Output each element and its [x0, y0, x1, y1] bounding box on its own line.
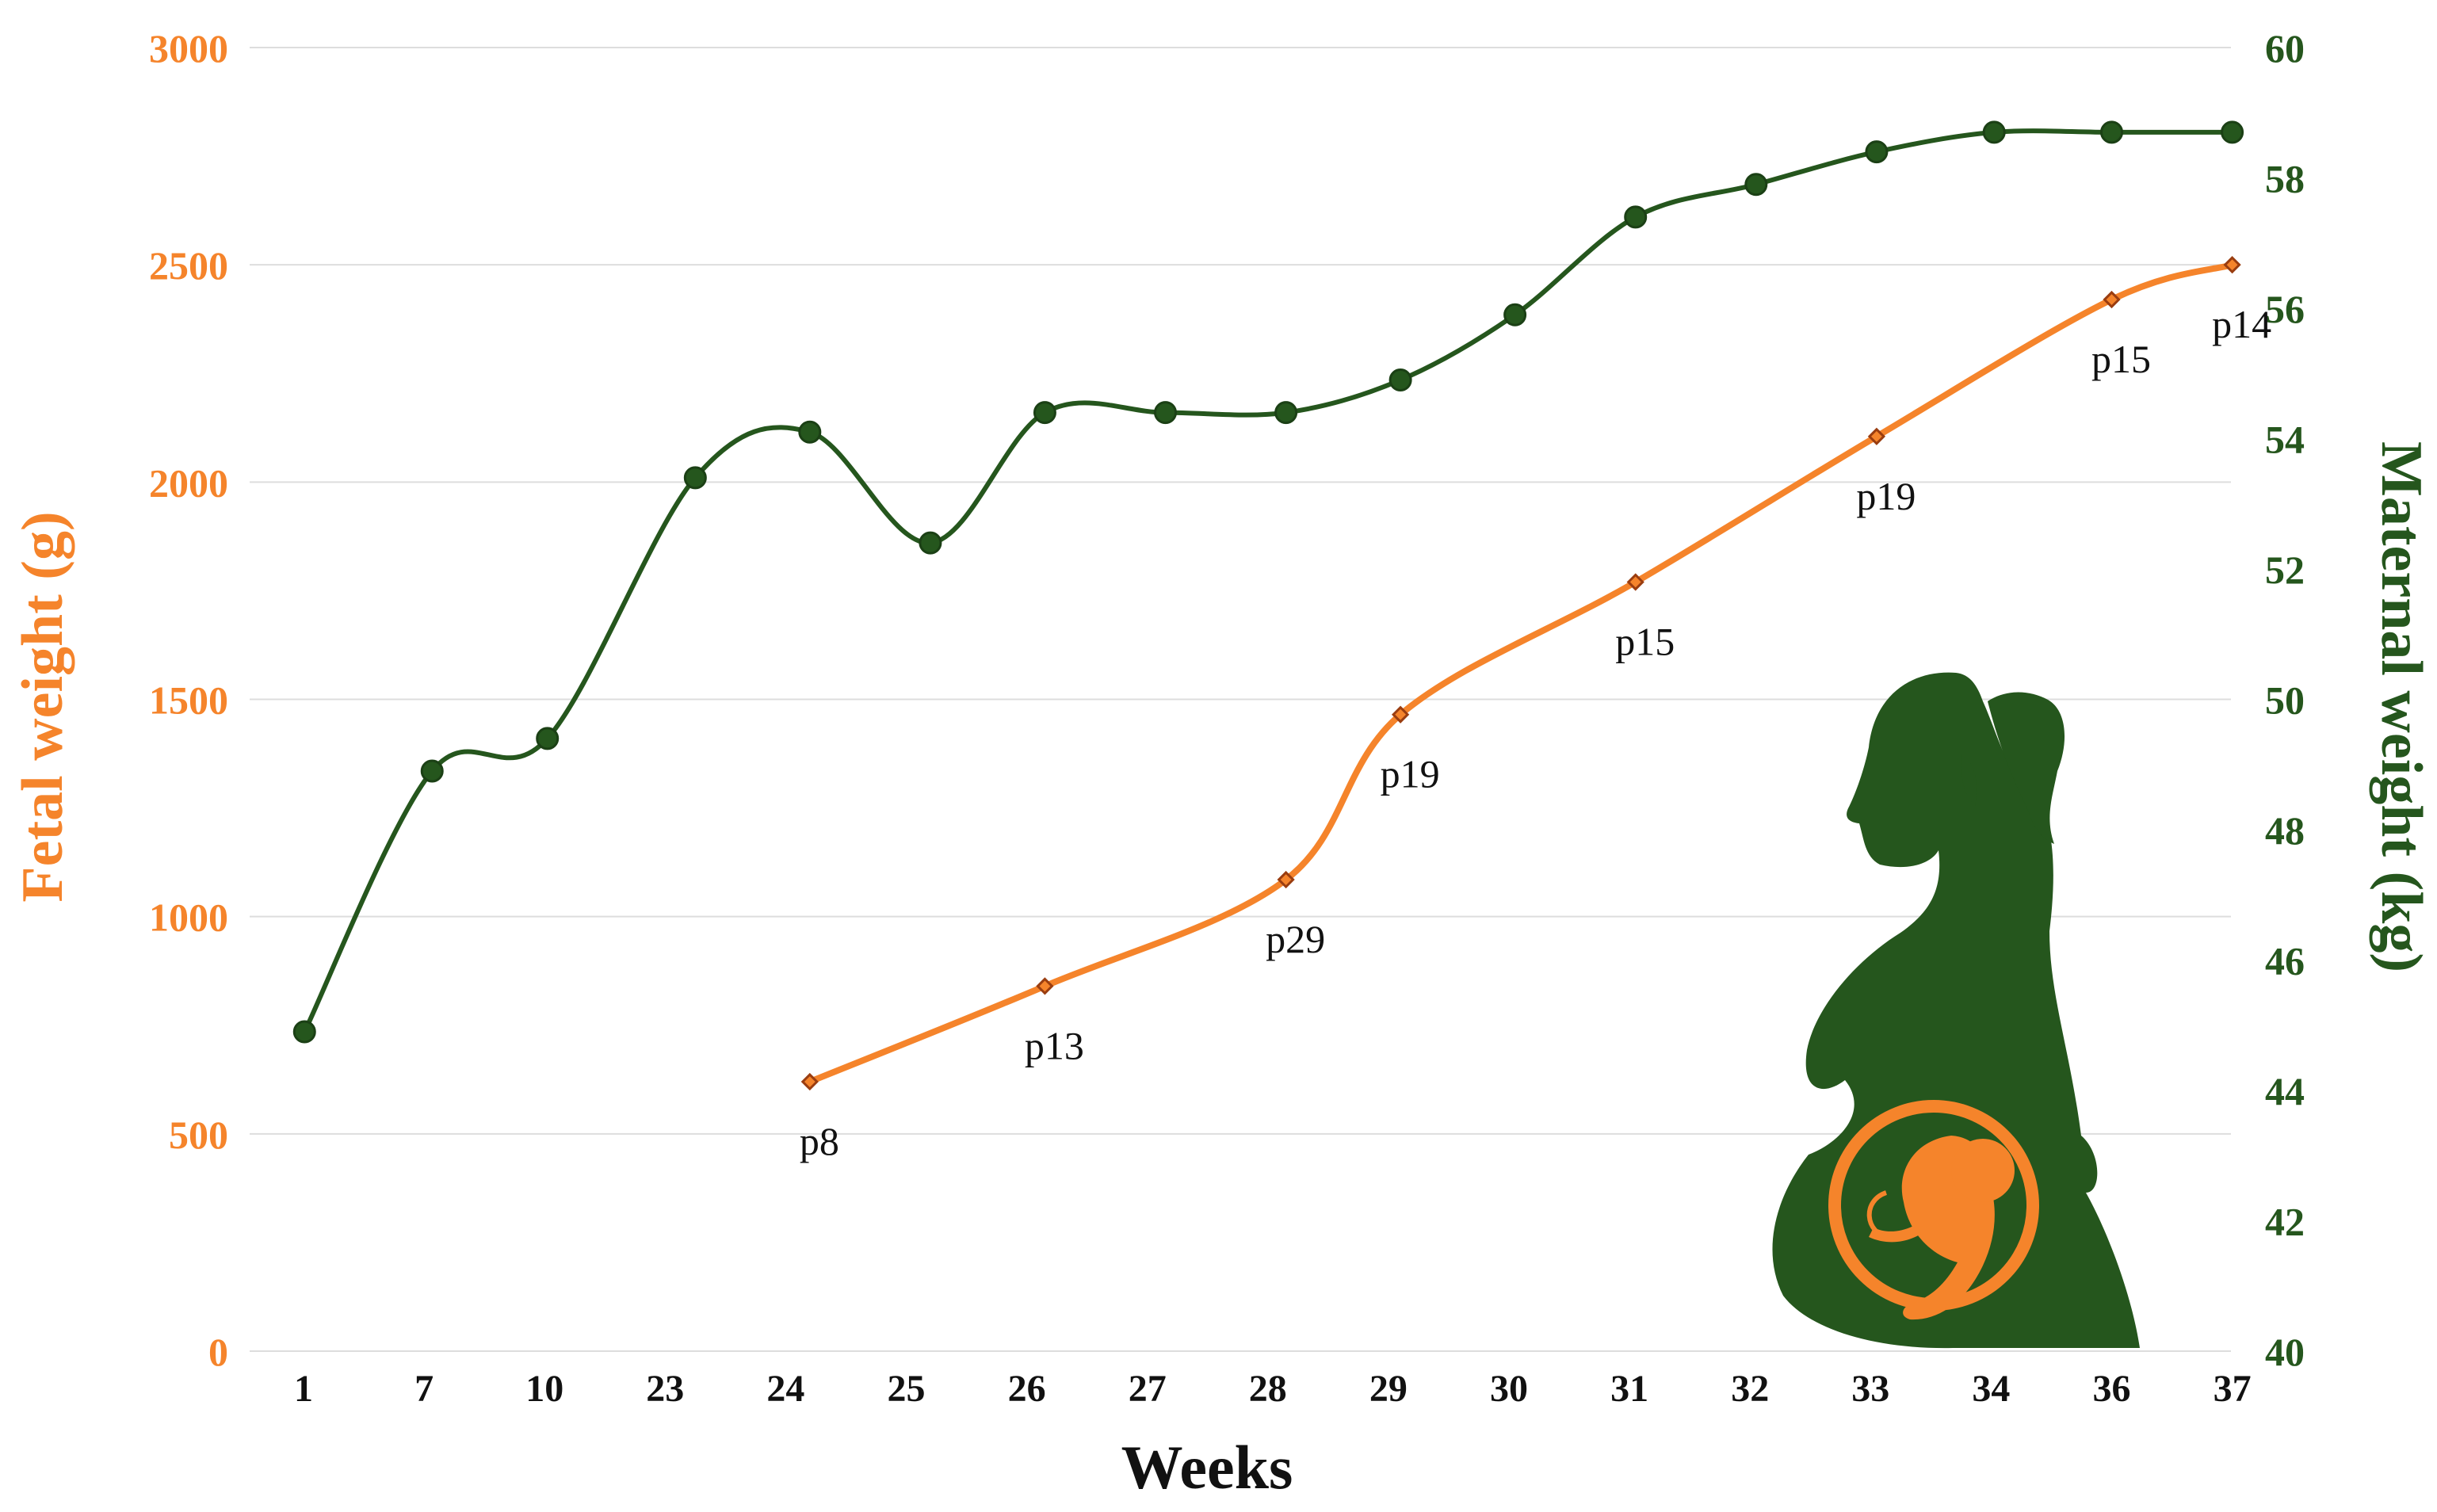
right-tick-label: 54	[2265, 418, 2305, 462]
left-tick-label: 3000	[149, 26, 228, 71]
x-axis-ticks: 1 7 10 23 24 25 26 27 28 29 30 31 32 33 34 36 37	[294, 1368, 2252, 1410]
left-tick-label: 2500	[149, 243, 228, 288]
right-axis-title: Maternal weight (kg)	[2369, 441, 2434, 972]
x-tick-label: 27	[1129, 1368, 1167, 1410]
fetal-weight-point	[2103, 290, 2121, 309]
maternal-weight-point	[1624, 205, 1648, 229]
x-tick-label: 36	[2093, 1368, 2131, 1410]
x-tick-label: 37	[2214, 1368, 2252, 1410]
percentile-label: p8	[800, 1119, 839, 1163]
x-tick-label: 31	[1610, 1368, 1648, 1410]
right-tick-label: 44	[2265, 1069, 2305, 1113]
x-tick-label: 29	[1369, 1368, 1408, 1410]
x-tick-label: 25	[888, 1368, 926, 1410]
fetal-weight-point	[1277, 870, 1295, 889]
x-tick-label: 28	[1249, 1368, 1287, 1410]
maternal-weight-point	[2100, 120, 2123, 144]
x-tick-label: 32	[1731, 1368, 1769, 1410]
maternal-weight-point	[798, 420, 822, 444]
fetus-icon	[1828, 1100, 2039, 1320]
right-tick-label: 56	[2265, 287, 2305, 331]
fetal-weight-series	[800, 256, 2241, 1091]
right-tick-label: 50	[2265, 678, 2305, 723]
right-tick-label: 46	[2265, 939, 2305, 983]
maternal-weight-point	[919, 531, 942, 555]
percentile-label: p19	[1381, 752, 1440, 796]
right-tick-label: 40	[2265, 1330, 2305, 1374]
x-tick-label: 24	[766, 1368, 804, 1410]
maternal-weight-point	[1744, 173, 1768, 197]
left-tick-label: 0	[208, 1330, 228, 1374]
right-tick-label: 52	[2265, 548, 2305, 592]
x-tick-label: 1	[294, 1368, 313, 1410]
maternal-weight-point	[1388, 368, 1412, 391]
x-tick-label: 34	[1972, 1368, 2010, 1410]
x-tick-label: 33	[1851, 1368, 1889, 1410]
left-tick-label: 1000	[149, 895, 228, 940]
percentile-label: p15	[2091, 337, 2151, 381]
x-axis-title: Weeks	[1121, 1433, 1293, 1502]
right-tick-label: 48	[2265, 808, 2305, 853]
maternal-weight-point	[1154, 401, 1178, 425]
left-axis-title: Fetal weight (g)	[10, 511, 75, 902]
maternal-weight-point	[683, 466, 707, 490]
pregnant-woman-silhouette-icon	[1772, 672, 2140, 1349]
maternal-weight-point	[1503, 303, 1527, 326]
x-tick-label: 30	[1490, 1368, 1528, 1410]
percentile-label: p15	[1615, 619, 1675, 663]
percentile-label: p14	[2212, 302, 2271, 346]
x-tick-label: 23	[646, 1368, 684, 1410]
percentile-label: p13	[1025, 1023, 1084, 1067]
maternal-weight-point	[1865, 140, 1889, 164]
x-tick-label: 7	[414, 1368, 434, 1410]
left-tick-label: 2000	[149, 460, 228, 505]
fetal-weight-point	[800, 1072, 819, 1091]
fetal-weight-line	[808, 262, 2233, 1085]
fetal-weight-point	[1626, 573, 1644, 591]
maternal-weight-series	[292, 120, 2244, 1044]
maternal-weight-point	[420, 759, 444, 783]
fetal-weight-point	[2223, 256, 2241, 274]
fetal-weight-point	[1867, 427, 1886, 445]
fetal-weight-point	[1036, 977, 1054, 995]
percentile-label: p19	[1856, 474, 1916, 518]
fetal-weight-point	[1391, 705, 1410, 724]
left-axis-ticks: 0 500 1000 1500 2000 2500 3000	[149, 26, 228, 1374]
right-tick-label: 60	[2265, 26, 2305, 71]
percentile-labels: p8 p13 p29 p19 p15 p19 p15 p14	[800, 302, 2271, 1163]
maternal-weight-point	[1033, 401, 1056, 425]
x-tick-label: 10	[525, 1368, 563, 1410]
right-axis-ticks: 40 42 44 46 48 50 52 54 56 58 60	[2265, 26, 2305, 1374]
left-tick-label: 1500	[149, 678, 228, 723]
left-tick-label: 500	[169, 1113, 228, 1157]
right-tick-label: 42	[2265, 1200, 2305, 1244]
percentile-label: p29	[1266, 917, 1325, 961]
x-tick-label: 26	[1008, 1368, 1046, 1410]
maternal-weight-point	[1982, 120, 2006, 144]
maternal-weight-point	[1274, 401, 1298, 425]
maternal-weight-point	[2221, 120, 2244, 144]
right-tick-label: 58	[2265, 157, 2305, 201]
maternal-weight-point	[292, 1020, 316, 1044]
grid-lines	[250, 47, 2231, 1352]
maternal-weight-point	[536, 727, 560, 750]
